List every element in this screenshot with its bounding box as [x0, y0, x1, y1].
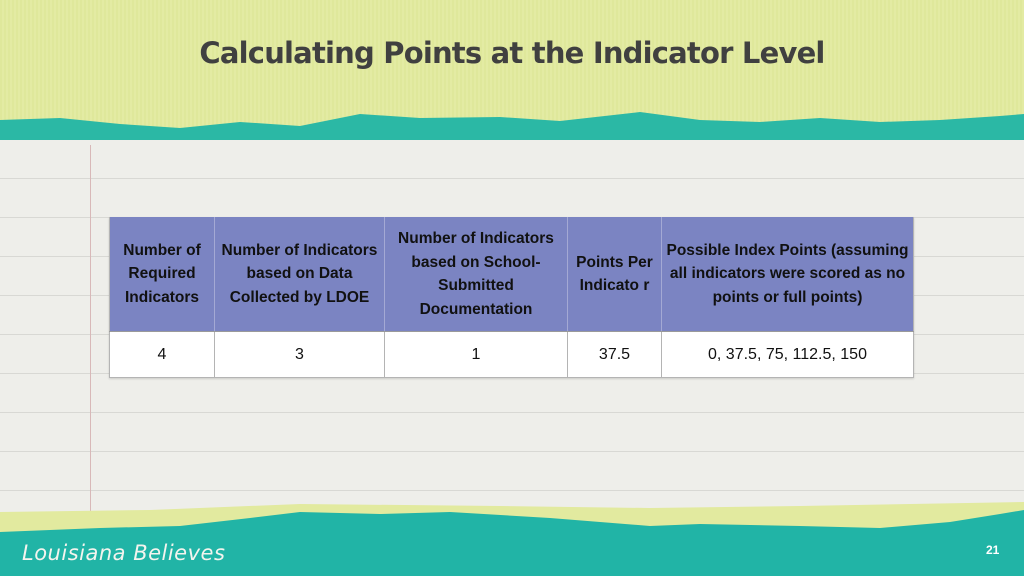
cell-possible-index-points: 0, 37.5, 75, 112.5, 150: [661, 331, 914, 378]
slide-title: Calculating Points at the Indicator Leve…: [199, 36, 825, 70]
cell-school-submitted-indicators: 1: [384, 331, 568, 378]
margin-line: [90, 145, 91, 525]
header-school-submitted-indicators: Number of Indicators based on School-Sub…: [384, 217, 568, 332]
cell-ldoe-indicators: 3: [214, 331, 385, 378]
table-header-row: Number of Required Indicators Number of …: [109, 217, 914, 332]
page-number: 21: [986, 543, 1000, 557]
cell-points-per-indicator: 37.5: [567, 331, 662, 378]
cell-required-indicators: 4: [109, 331, 215, 378]
table-row: 4 3 1 37.5 0, 37.5, 75, 112.5, 150: [109, 331, 914, 378]
header-points-per-indicator: Points Per Indicato r: [567, 217, 662, 332]
header-possible-index-points: Possible Index Points (assuming all indi…: [661, 217, 914, 332]
header-required-indicators: Number of Required Indicators: [109, 217, 215, 332]
footer-teal-band: [0, 510, 1024, 576]
louisiana-believes-logo: Louisiana Believes: [22, 541, 226, 565]
indicator-points-table: Number of Required Indicators Number of …: [109, 217, 914, 378]
header-ldoe-indicators: Number of Indicators based on Data Colle…: [214, 217, 385, 332]
teal-torn-strip: [0, 112, 1024, 146]
